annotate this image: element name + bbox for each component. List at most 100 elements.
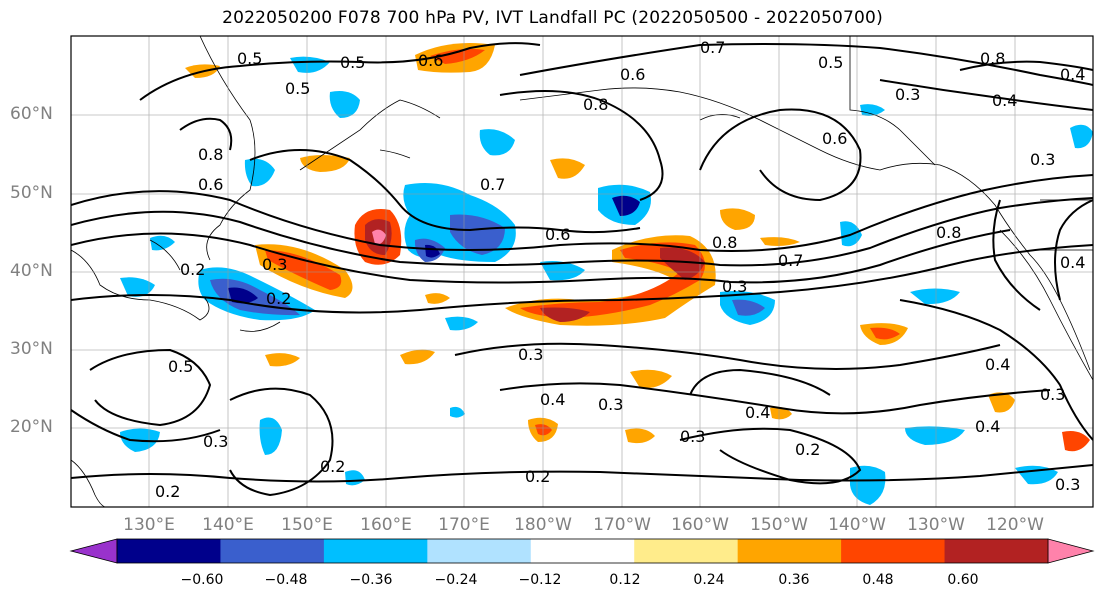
colorbar-tick-label: −0.60 xyxy=(180,572,224,588)
contour-label: 0.2 xyxy=(180,260,205,279)
contour-labels: 0.5 0.5 0.5 0.6 0.7 0.8 0.6 0.5 0.4 0.3 … xyxy=(155,38,1085,501)
positive-anomaly xyxy=(265,250,342,290)
colorbar-bin xyxy=(737,539,842,563)
lon-label: 170°W xyxy=(593,515,651,535)
lon-label: 150°E xyxy=(281,515,333,535)
contour-label: 0.3 xyxy=(518,345,543,364)
colorbar-bin xyxy=(117,539,221,563)
colorbar-bin xyxy=(944,539,1049,563)
negative-anomaly xyxy=(612,195,640,216)
positive-anomaly xyxy=(1062,431,1090,452)
negative-anomaly xyxy=(860,104,885,116)
negative-anomaly xyxy=(910,288,960,305)
contour-label: 0.6 xyxy=(620,65,645,84)
lon-label: 130°W xyxy=(907,515,965,535)
lon-label: 160°W xyxy=(671,515,729,535)
contour-label: 0.4 xyxy=(745,403,770,422)
positive-anomaly xyxy=(540,307,590,322)
negative-anomaly xyxy=(905,426,965,445)
negative-anomaly xyxy=(850,465,886,505)
contour-label: 0.7 xyxy=(480,175,505,194)
contour-label: 0.5 xyxy=(818,53,843,72)
contour-label: 0.8 xyxy=(980,49,1005,68)
colorbar-tick-label: 0.24 xyxy=(693,572,725,588)
lon-label: 160°E xyxy=(360,515,412,535)
lon-label: 130°E xyxy=(123,515,175,535)
positive-anomaly xyxy=(430,48,485,64)
contour-label: 0.6 xyxy=(198,175,223,194)
negative-anomaly xyxy=(120,277,155,297)
contour-label: 0.5 xyxy=(237,49,262,68)
colorbar-tick-label: 0.36 xyxy=(778,572,810,588)
contour-label: 0.3 xyxy=(262,255,287,274)
negative-anomaly xyxy=(329,91,360,118)
contour-label: 0.2 xyxy=(525,467,550,486)
positive-anomaly xyxy=(720,208,755,230)
contour-label: 0.3 xyxy=(895,85,920,104)
contour-label: 0.4 xyxy=(992,91,1017,110)
contour-label: 0.3 xyxy=(722,277,747,296)
positive-anomaly xyxy=(550,158,585,179)
lat-label: 20°N xyxy=(10,417,53,437)
contour-label: 0.3 xyxy=(598,395,623,414)
contour-label: 0.4 xyxy=(1060,65,1085,84)
contour-label: 0.4 xyxy=(975,417,1000,436)
colorbar-right-extension xyxy=(1047,538,1095,564)
contour-label: 0.5 xyxy=(340,53,365,72)
positive-anomaly xyxy=(760,237,800,246)
ivt-contours xyxy=(71,42,1093,497)
contour-label: 0.2 xyxy=(320,457,345,476)
colorbar-tick-label: −0.12 xyxy=(518,572,562,588)
positive-anomaly xyxy=(870,327,900,340)
contour-label: 0.2 xyxy=(155,482,180,501)
lat-label: 30°N xyxy=(10,339,53,359)
colorbar-tick-label: −0.48 xyxy=(264,572,308,588)
contour-label: 0.3 xyxy=(1040,385,1065,404)
contour-label: 0.4 xyxy=(540,390,565,409)
negative-anomaly xyxy=(732,299,765,316)
lon-label: 170°E xyxy=(438,515,490,535)
contour-label: 0.5 xyxy=(285,79,310,98)
positive-anomaly xyxy=(988,392,1015,413)
colorbar-left-extension xyxy=(69,538,118,564)
lon-label: 150°W xyxy=(750,515,808,535)
positive-anomaly xyxy=(265,353,300,367)
negative-anomaly xyxy=(228,287,258,304)
colorbar-bin xyxy=(634,539,739,563)
positive-anomaly xyxy=(425,293,450,304)
colorbar xyxy=(69,538,1095,564)
contour-label: 0.2 xyxy=(795,440,820,459)
positive-anomaly xyxy=(630,369,672,389)
colorbar-tick-label: 0.48 xyxy=(862,572,894,588)
contour-label: 0.6 xyxy=(822,129,847,148)
coastlines xyxy=(71,36,1093,507)
contour-label: 0.8 xyxy=(712,233,737,252)
contour-label: 0.3 xyxy=(1055,475,1080,494)
lat-label: 60°N xyxy=(10,104,53,124)
positive-anomaly xyxy=(535,424,552,436)
contour-label: 0.7 xyxy=(700,38,725,57)
contour-label: 0.3 xyxy=(680,427,705,446)
contour-label: 0.8 xyxy=(198,145,223,164)
colorbar-tick-label: 0.12 xyxy=(609,572,641,588)
lon-label: 140°E xyxy=(202,515,254,535)
colorbar-tick-label: −0.36 xyxy=(349,572,393,588)
lat-label: 50°N xyxy=(10,183,53,203)
positive-anomaly xyxy=(400,349,435,365)
negative-anomaly xyxy=(479,129,515,156)
colorbar-bin xyxy=(427,539,532,563)
map-frame xyxy=(70,35,1094,508)
colorbar-bin xyxy=(841,539,946,563)
contour-label: 0.4 xyxy=(1060,253,1085,272)
positive-anomaly xyxy=(372,229,386,245)
contour-label: 0.5 xyxy=(168,357,193,376)
colorbar-bin xyxy=(323,539,428,563)
negative-anomaly xyxy=(540,261,585,281)
colorbar-bin xyxy=(530,539,635,563)
negative-anomaly xyxy=(259,417,282,455)
contour-label: 0.3 xyxy=(203,432,228,451)
negative-anomaly xyxy=(1070,124,1093,149)
positive-anomaly xyxy=(300,155,350,172)
negative-anomaly xyxy=(445,316,478,331)
